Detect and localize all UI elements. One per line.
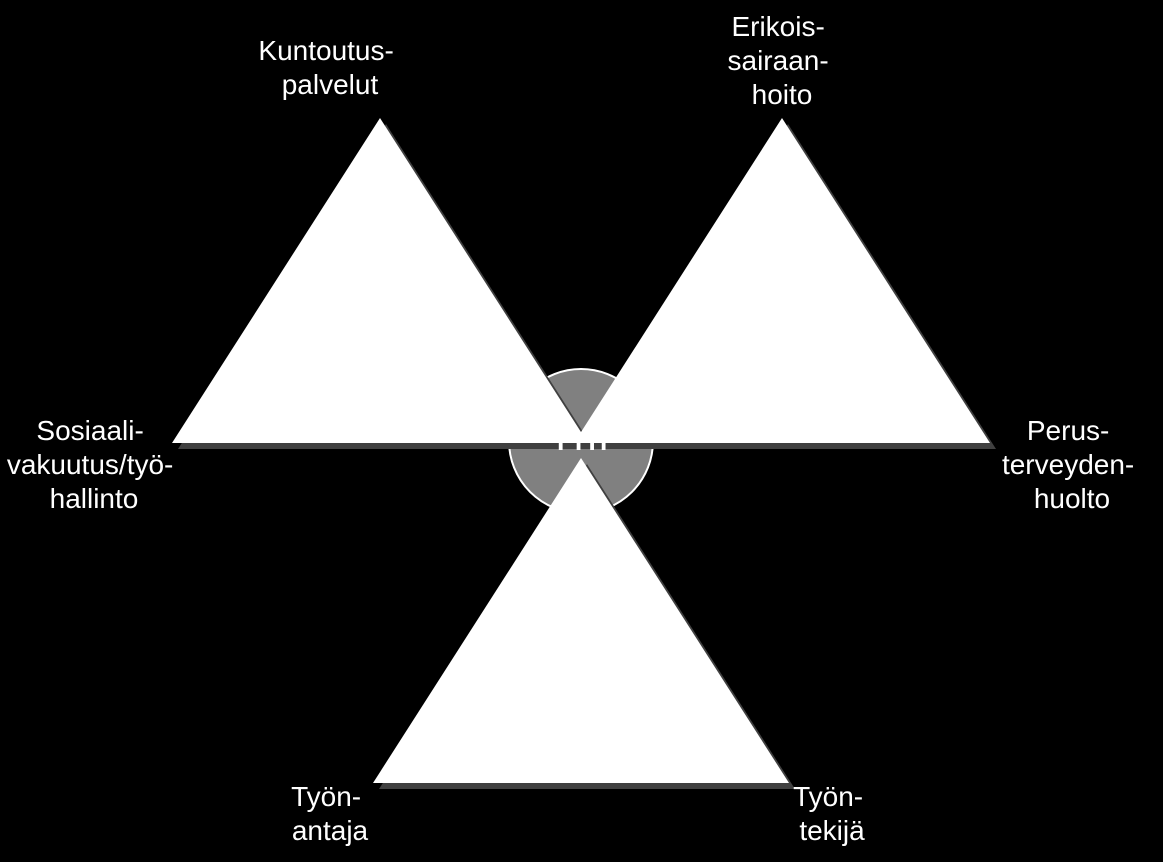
diagram-canvas: TTH Kuntoutus- palvelut Erikois- sairaan… [0,0,1163,862]
triangle-top-left [172,118,588,443]
label-kuntoutus: Kuntoutus- palvelut [258,35,401,100]
triangle-bottom [373,458,789,783]
label-sosiaali: Sosiaali- vakuutus/työ- hallinto [7,415,181,514]
label-tyontekija: Työn- tekijä [793,781,871,846]
center-label: TTH [553,426,610,456]
label-perus: Perus- terveyden- huolto [1002,415,1142,514]
label-tyonantaja: Työn- antaja [291,781,369,846]
triangle-top-right [574,118,990,443]
label-erikois: Erikois- sairaan- hoito [728,11,837,110]
